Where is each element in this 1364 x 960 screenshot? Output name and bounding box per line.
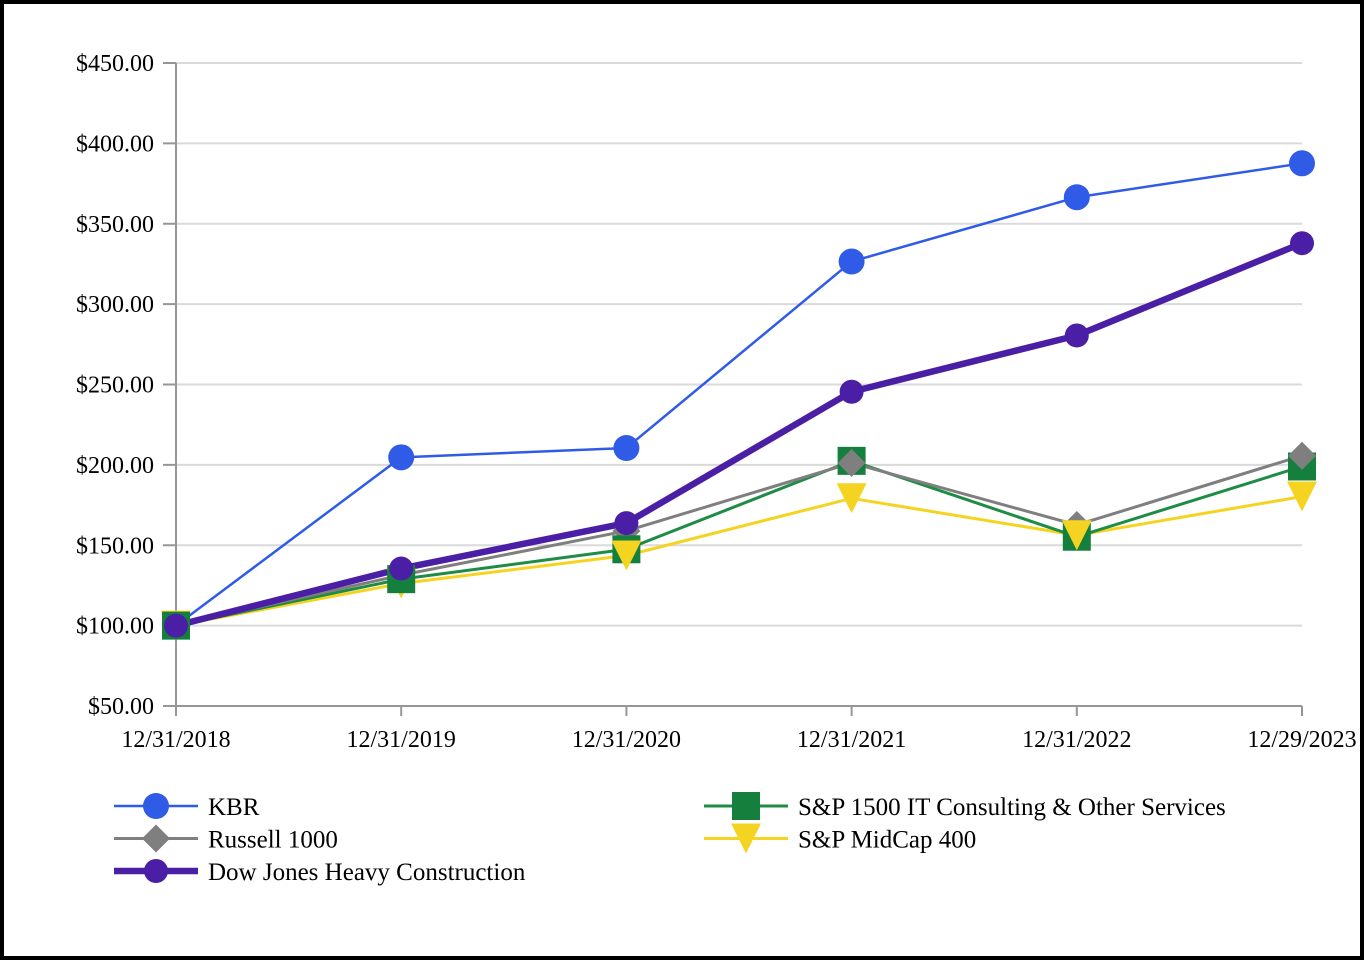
series-line-midcap	[174, 495, 1304, 628]
legend-label: Dow Jones Heavy Construction	[208, 859, 526, 886]
legend-item-kbr: KBR	[114, 793, 260, 821]
y-tick-label: $150.00	[76, 533, 154, 559]
russell-marker-diamond	[1288, 441, 1316, 470]
x-tick-label: 12/31/2022	[1022, 727, 1131, 753]
axes	[163, 62, 1303, 716]
series-line-dowjones	[172, 239, 1306, 629]
x-tick-labels: 12/31/2018 12/31/2019 12/31/2020 12/31/2021…	[121, 727, 1356, 753]
kbr-marker-circle	[1063, 184, 1090, 211]
russell-marker-diamond	[142, 824, 170, 853]
y-tick-labels: $450.00 $400.00 $350.00 $300.00 $250.00 $200.…	[76, 51, 154, 720]
y-gridlines	[176, 62, 1302, 627]
midcap-marker-triangle	[611, 540, 642, 571]
y-tick-label: $350.00	[76, 212, 154, 238]
sp1500-marker-square	[732, 792, 760, 820]
legend-label: S&P MidCap 400	[798, 827, 976, 854]
legend-item-dowjones: Dow Jones Heavy Construction	[114, 859, 526, 886]
midcap-marker-triangle	[1061, 520, 1092, 551]
dowjones-marker-circle	[144, 859, 168, 883]
x-tick-label: 12/31/2021	[797, 727, 906, 753]
y-tick-label: $250.00	[76, 373, 154, 399]
x-tick-label: 12/31/2018	[121, 727, 230, 753]
y-tick-label: $100.00	[76, 614, 154, 640]
kbr-marker-circle	[838, 248, 865, 275]
x-tick-label: 12/29/2023	[1247, 727, 1356, 753]
dowjones-marker-circle	[614, 511, 639, 536]
dowjones-marker-circle	[164, 613, 188, 638]
y-tick-label: $300.00	[76, 292, 154, 318]
dowjones-marker-circle	[389, 556, 414, 581]
marker-group-4	[1061, 184, 1092, 551]
marker-group-2	[611, 434, 642, 571]
series-line-russell	[174, 454, 1304, 628]
marker-group-3	[836, 248, 867, 514]
y-tick-label: $450.00	[76, 51, 154, 77]
legend-label: Russell 1000	[208, 827, 338, 854]
kbr-marker-circle	[1289, 150, 1315, 177]
midcap-marker-triangle	[836, 483, 867, 514]
legend: KBR Russell 1000 Dow Jones Heavy Construct…	[114, 792, 1226, 886]
kbr-marker-circle	[388, 444, 415, 471]
legend-label: S&P 1500 IT Consulting & Other Services	[798, 794, 1226, 821]
series-markers	[161, 150, 1317, 641]
series-lines	[172, 162, 1306, 629]
dowjones-marker-circle	[1064, 323, 1089, 348]
legend-item-sp1500: S&P 1500 IT Consulting & Other Services	[704, 792, 1226, 821]
y-tick-label: $50.00	[88, 694, 154, 720]
midcap-marker-triangle	[1287, 481, 1317, 512]
y-tick-label: $200.00	[76, 453, 154, 479]
series-line-sp1500	[174, 459, 1304, 628]
legend-item-midcap: S&P MidCap 400	[704, 823, 976, 854]
dowjones-marker-circle	[1290, 231, 1314, 256]
midcap-marker-triangle	[731, 823, 761, 854]
series-line-kbr	[174, 162, 1304, 627]
kbr-marker-circle	[143, 793, 169, 819]
x-tick-label: 12/31/2019	[347, 727, 456, 753]
russell-marker-diamond	[837, 448, 866, 477]
performance-line-chart: $450.00 $400.00 $350.00 $300.00 $250.00 $200.…	[76, 51, 1357, 886]
marker-group-0	[161, 610, 191, 641]
dowjones-marker-circle	[839, 379, 864, 404]
legend-item-russell: Russell 1000	[114, 824, 338, 854]
y-tick-label: $400.00	[76, 131, 154, 157]
x-tick-label: 12/31/2020	[572, 727, 681, 753]
legend-label: KBR	[208, 794, 260, 821]
kbr-marker-circle	[613, 434, 640, 461]
marker-group-5	[1287, 150, 1317, 512]
marker-group-1	[386, 444, 417, 599]
